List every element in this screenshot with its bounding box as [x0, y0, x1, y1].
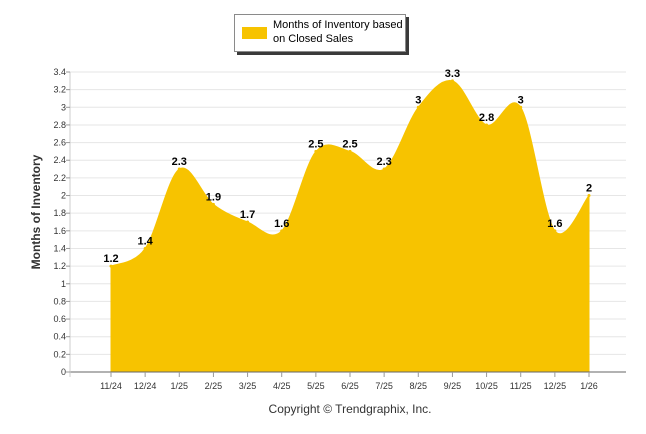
data-point — [314, 149, 318, 153]
y-tick-label: 1.4 — [53, 243, 66, 253]
data-label: 3 — [415, 94, 421, 106]
x-tick-label: 8/25 — [410, 381, 428, 391]
data-point — [587, 194, 591, 198]
copyright-text: Copyright © Trendgraphix, Inc. — [268, 402, 432, 416]
series-area — [110, 80, 590, 373]
legend-label: Months of Inventory based on Closed Sale… — [273, 19, 403, 45]
data-point — [519, 105, 523, 109]
data-point — [553, 229, 557, 233]
x-tick-label: 2/25 — [205, 381, 223, 391]
y-tick-label: 3 — [61, 102, 66, 112]
y-tick-label: 0 — [61, 367, 66, 377]
data-label: 1.4 — [137, 235, 153, 247]
data-label: 3 — [518, 94, 524, 106]
y-tick-label: 1.6 — [53, 226, 66, 236]
data-label: 2.3 — [172, 156, 187, 168]
y-axis-title: Months of Inventory — [29, 154, 43, 270]
data-label: 2 — [586, 183, 592, 195]
data-point — [246, 220, 250, 224]
y-tick-label: 0.6 — [53, 314, 66, 324]
data-point — [382, 167, 386, 171]
y-tick-label: 1.2 — [53, 261, 66, 271]
y-tick-label: 2.4 — [53, 155, 66, 165]
x-tick-label: 11/24 — [100, 381, 122, 391]
data-point — [177, 167, 181, 171]
y-tick-label: 0.4 — [53, 332, 66, 342]
x-tick-label: 12/25 — [544, 381, 567, 391]
y-tick-label: 3.4 — [53, 67, 66, 77]
x-tick-label: 10/25 — [475, 381, 498, 391]
y-tick-label: 1.8 — [53, 208, 66, 218]
data-label: 2.8 — [479, 112, 494, 124]
x-tick-label: 1/25 — [171, 381, 189, 391]
y-tick-label: 3.2 — [53, 85, 66, 95]
data-point — [348, 149, 352, 153]
data-label: 1.6 — [274, 218, 289, 230]
legend-swatch — [242, 27, 267, 39]
x-tick-label: 7/25 — [375, 381, 393, 391]
y-tick-label: 0.2 — [53, 349, 66, 359]
data-label: 1.2 — [103, 253, 118, 265]
x-tick-label: 9/25 — [444, 381, 462, 391]
data-point — [450, 79, 454, 83]
data-point — [416, 105, 420, 109]
y-tick-label: 1 — [61, 279, 66, 289]
legend: Months of Inventory based on Closed Sale… — [234, 14, 406, 52]
y-tick-label: 2.8 — [53, 120, 66, 130]
x-tick-label: 1/26 — [580, 381, 598, 391]
x-tick-label: 11/25 — [510, 381, 532, 391]
x-tick-label: 6/25 — [341, 381, 359, 391]
data-point — [211, 202, 215, 206]
y-tick-label: 2 — [61, 191, 66, 201]
data-point — [109, 264, 113, 268]
y-tick-label: 2.2 — [53, 173, 66, 183]
data-label: 1.7 — [240, 209, 255, 221]
x-tick-label: 5/25 — [307, 381, 325, 391]
data-label: 1.6 — [547, 218, 562, 230]
data-label: 2.3 — [376, 156, 391, 168]
data-label: 2.5 — [342, 138, 357, 150]
data-point — [280, 229, 284, 233]
data-point — [143, 246, 147, 250]
data-label: 3.3 — [445, 68, 460, 80]
data-label: 2.5 — [308, 138, 323, 150]
x-tick-label: 3/25 — [239, 381, 257, 391]
data-point — [485, 123, 489, 127]
data-label: 1.9 — [206, 191, 221, 203]
y-tick-label: 2.6 — [53, 138, 66, 148]
y-tick-label: 0.8 — [53, 296, 66, 306]
x-tick-label: 4/25 — [273, 381, 291, 391]
x-tick-label: 12/24 — [134, 381, 157, 391]
